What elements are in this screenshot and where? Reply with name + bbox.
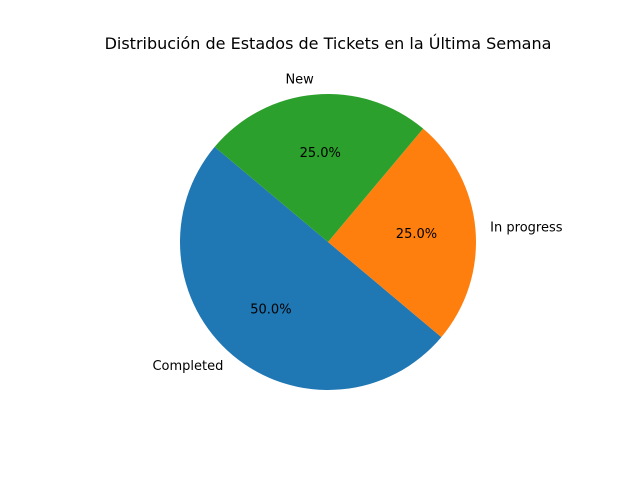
slice-label-in-progress: In progress (490, 220, 563, 235)
percent-label-in-progress: 25.0% (396, 227, 437, 242)
percent-label-new: 25.0% (300, 146, 341, 161)
pie-labels: Completed 50.0% In progress 25.0% New 25.0% (152, 72, 562, 374)
slice-label-new: New (285, 72, 314, 87)
pie-slices (180, 94, 476, 390)
pie-slice-in-progress (328, 128, 476, 338)
percent-label-completed: 50.0% (250, 303, 291, 318)
pie-slice-new (214, 94, 424, 243)
chart-title: Distribución de Estados de Tickets en la… (105, 34, 552, 53)
slice-label-completed: Completed (152, 359, 223, 374)
pie-slice-completed (180, 146, 442, 390)
